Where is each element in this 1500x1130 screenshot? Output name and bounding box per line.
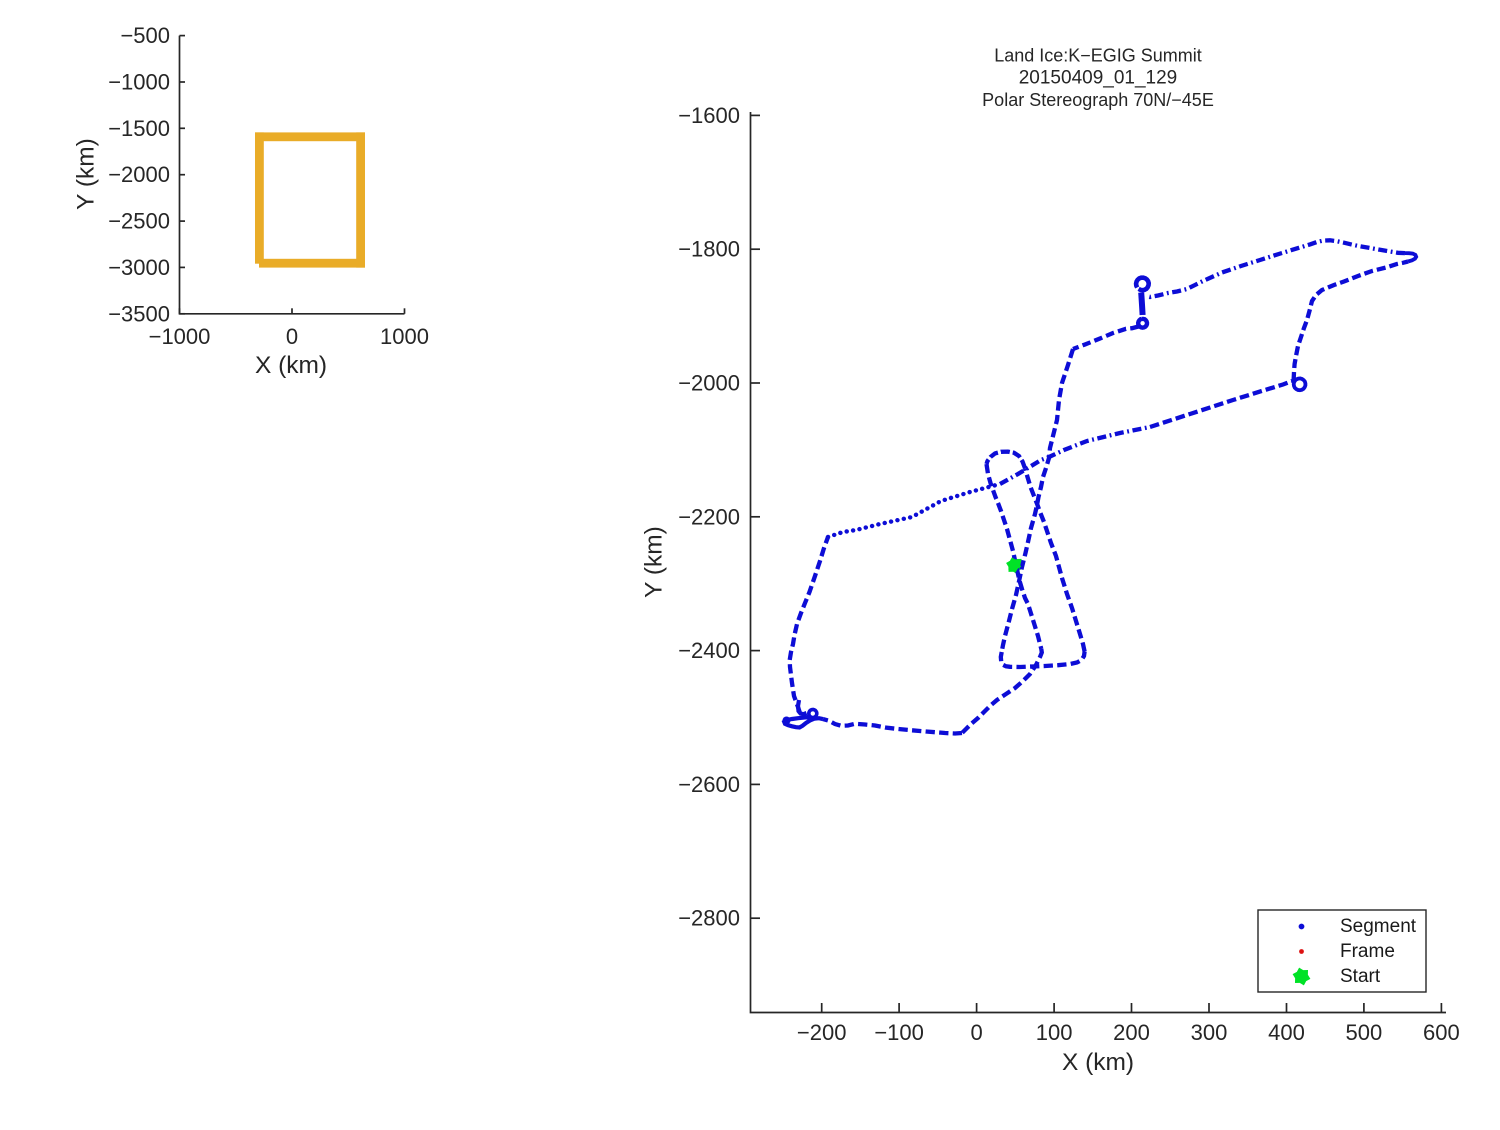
svg-text:Y (km): Y (km) (641, 526, 668, 598)
svg-text:−200: −200 (797, 1020, 847, 1045)
svg-text:−2600: −2600 (678, 772, 740, 797)
svg-text:0: 0 (286, 324, 298, 349)
svg-text:600: 600 (1423, 1020, 1460, 1045)
svg-text:Y (km): Y (km) (73, 138, 100, 210)
svg-text:−3500: −3500 (108, 301, 170, 326)
svg-text:−1800: −1800 (678, 237, 740, 262)
svg-text:−1600: −1600 (678, 103, 740, 128)
svg-text:−500: −500 (120, 23, 170, 48)
svg-text:300: 300 (1191, 1020, 1228, 1045)
svg-text:−2400: −2400 (678, 638, 740, 663)
svg-text:−2000: −2000 (678, 371, 740, 396)
svg-text:−100: −100 (874, 1020, 924, 1045)
svg-text:400: 400 (1268, 1020, 1305, 1045)
svg-text:−1000: −1000 (149, 324, 211, 349)
svg-text:−2800: −2800 (678, 906, 740, 931)
svg-text:−2200: −2200 (678, 504, 740, 529)
svg-text:100: 100 (1036, 1020, 1073, 1045)
svg-text:500: 500 (1346, 1020, 1383, 1045)
svg-text:Polar Stereograph 70N/−45E: Polar Stereograph 70N/−45E (982, 90, 1214, 110)
svg-text:Segment: Segment (1340, 916, 1417, 937)
svg-text:−1000: −1000 (108, 70, 170, 95)
svg-text:Start: Start (1340, 966, 1381, 987)
svg-text:X (km): X (km) (255, 352, 327, 379)
svg-text:−3000: −3000 (108, 255, 170, 280)
svg-text:X (km): X (km) (1062, 1049, 1134, 1076)
svg-text:Land Ice:K−EGIG Summit: Land Ice:K−EGIG Summit (994, 46, 1202, 66)
svg-text:−1500: −1500 (108, 116, 170, 141)
svg-text:−2000: −2000 (108, 162, 170, 187)
svg-text:1000: 1000 (380, 324, 429, 349)
svg-text:0: 0 (970, 1020, 982, 1045)
svg-text:Frame: Frame (1340, 941, 1395, 962)
svg-text:20150409_01_129: 20150409_01_129 (1019, 68, 1178, 89)
svg-text:−2500: −2500 (108, 209, 170, 234)
svg-text:200: 200 (1113, 1020, 1150, 1045)
